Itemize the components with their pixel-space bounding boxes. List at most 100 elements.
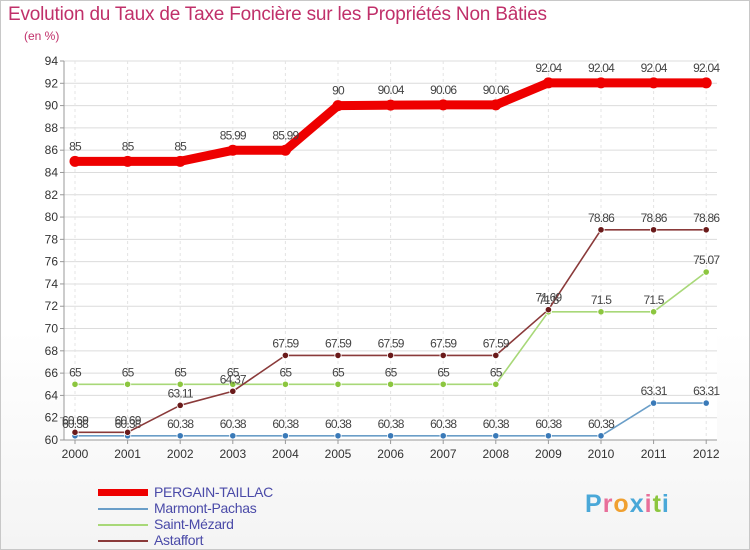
- y-tick-label: 82: [45, 188, 59, 202]
- data-point-marmont-pachas: [544, 432, 553, 440]
- data-point-astaffort: [439, 351, 447, 359]
- data-point-pergain-taillac: [174, 155, 186, 167]
- x-tick-label: 2001: [114, 447, 141, 461]
- x-tick-label: 2008: [482, 447, 509, 461]
- data-label-marmont-pachas: 63.31: [641, 384, 668, 398]
- data-point-marmont-pachas: [386, 432, 395, 440]
- data-label-astaffort: 64.37: [220, 372, 247, 386]
- data-label-marmont-pachas: 60.38: [167, 417, 194, 431]
- legend-label: PERGAIN-TAILLAC: [154, 484, 273, 500]
- data-label-saint-m-zard: 65: [280, 365, 293, 379]
- data-point-marmont-pachas: [176, 432, 184, 440]
- y-tick-label: 80: [45, 210, 59, 224]
- data-point-pergain-taillac: [648, 77, 660, 89]
- y-tick-label: 86: [45, 143, 59, 157]
- x-tick-label: 2006: [377, 447, 404, 461]
- data-label-astaffort: 67.59: [430, 336, 457, 350]
- data-point-astaffort: [281, 351, 289, 359]
- y-tick-label: 66: [45, 366, 59, 380]
- data-label-pergain-taillac: 92.04: [535, 61, 562, 75]
- data-point-marmont-pachas: [281, 432, 289, 440]
- x-tick-label: 2009: [535, 447, 562, 461]
- data-label-saint-m-zard: 65: [122, 365, 135, 379]
- y-tick-label: 90: [45, 99, 59, 113]
- legend-swatch: [98, 540, 148, 542]
- y-tick-label: 74: [45, 277, 59, 291]
- data-label-pergain-taillac: 90.06: [430, 83, 457, 97]
- data-label-saint-m-zard: 65: [227, 365, 240, 379]
- data-label-pergain-taillac: 92.04: [641, 61, 668, 75]
- data-label-astaffort: 78.86: [693, 211, 720, 225]
- data-point-pergain-taillac: [69, 155, 81, 167]
- y-tick-label: 72: [45, 299, 59, 313]
- data-point-marmont-pachas: [334, 432, 342, 440]
- data-point-saint-m-zard: [386, 380, 395, 388]
- data-point-saint-m-zard: [334, 380, 342, 388]
- legend-label: Saint-Mézard: [154, 516, 234, 532]
- data-label-astaffort: 67.59: [272, 336, 299, 350]
- data-label-astaffort: 67.59: [483, 336, 510, 350]
- data-point-pergain-taillac: [227, 144, 239, 156]
- x-tick-label: 2003: [219, 447, 246, 461]
- data-label-saint-m-zard: 71.5: [591, 293, 612, 307]
- data-label-pergain-taillac: 85.99: [220, 128, 247, 142]
- data-label-saint-m-zard: 75.07: [693, 253, 720, 267]
- data-label-pergain-taillac: 85: [174, 139, 187, 153]
- data-label-marmont-pachas: 60.38: [325, 417, 352, 431]
- data-point-pergain-taillac: [332, 100, 344, 112]
- data-label-pergain-taillac: 90.04: [378, 83, 405, 97]
- data-point-astaffort: [702, 226, 710, 234]
- legend-label: Marmont-Pachas: [154, 500, 257, 516]
- legend-label: Astaffort: [154, 532, 204, 548]
- data-point-astaffort: [71, 428, 79, 436]
- y-tick-label: 70: [45, 322, 59, 336]
- data-point-pergain-taillac: [595, 77, 607, 89]
- legend-swatch: [98, 524, 148, 526]
- data-point-marmont-pachas: [597, 432, 605, 440]
- data-label-astaffort: 60.69: [115, 413, 142, 427]
- data-label-pergain-taillac: 85.99: [272, 128, 299, 142]
- logo-letter: o: [613, 490, 630, 518]
- data-label-marmont-pachas: 60.38: [62, 417, 89, 431]
- chart-title: Evolution du Taux de Taxe Foncière sur l…: [8, 4, 547, 25]
- x-tick-label: 2005: [325, 447, 352, 461]
- data-point-saint-m-zard: [124, 380, 132, 388]
- y-tick-label: 60: [45, 433, 59, 447]
- data-point-saint-m-zard: [649, 308, 658, 316]
- data-label-astaffort: 67.59: [325, 336, 352, 350]
- data-label-marmont-pachas: 60.38: [378, 417, 405, 431]
- data-point-saint-m-zard: [439, 380, 447, 388]
- data-point-astaffort: [492, 351, 500, 359]
- data-point-astaffort: [649, 226, 658, 234]
- logo-letter: P: [585, 490, 603, 518]
- data-label-pergain-taillac: 85: [122, 139, 135, 153]
- data-point-astaffort: [334, 351, 342, 359]
- data-point-marmont-pachas: [492, 432, 500, 440]
- data-label-astaffort: 78.86: [641, 211, 668, 225]
- proxiti-logo: Proxiti: [585, 490, 670, 519]
- data-label-astaffort: 71.69: [535, 291, 562, 305]
- data-label-marmont-pachas: 60.38: [272, 417, 299, 431]
- data-point-saint-m-zard: [229, 380, 237, 388]
- data-label-pergain-taillac: 92.04: [693, 61, 720, 75]
- data-point-astaffort: [386, 351, 395, 359]
- data-point-saint-m-zard: [702, 268, 710, 276]
- logo-letter: x: [629, 490, 645, 518]
- data-point-pergain-taillac: [385, 99, 397, 111]
- data-label-marmont-pachas: 60.38: [115, 417, 142, 431]
- logo-letter: r: [602, 490, 614, 518]
- data-point-marmont-pachas: [702, 399, 710, 407]
- y-tick-label: 62: [45, 411, 59, 425]
- logo-letter: i: [661, 490, 670, 518]
- data-point-pergain-taillac: [437, 99, 449, 111]
- data-point-pergain-taillac: [279, 144, 291, 156]
- data-label-astaffort: 78.86: [588, 211, 615, 225]
- data-point-saint-m-zard: [597, 308, 605, 316]
- logo-letter: t: [652, 490, 662, 518]
- data-point-saint-m-zard: [281, 380, 289, 388]
- data-point-saint-m-zard: [71, 380, 79, 388]
- data-label-saint-m-zard: 65: [385, 365, 398, 379]
- x-tick-label: 2000: [62, 447, 89, 461]
- y-tick-label: 76: [45, 255, 59, 269]
